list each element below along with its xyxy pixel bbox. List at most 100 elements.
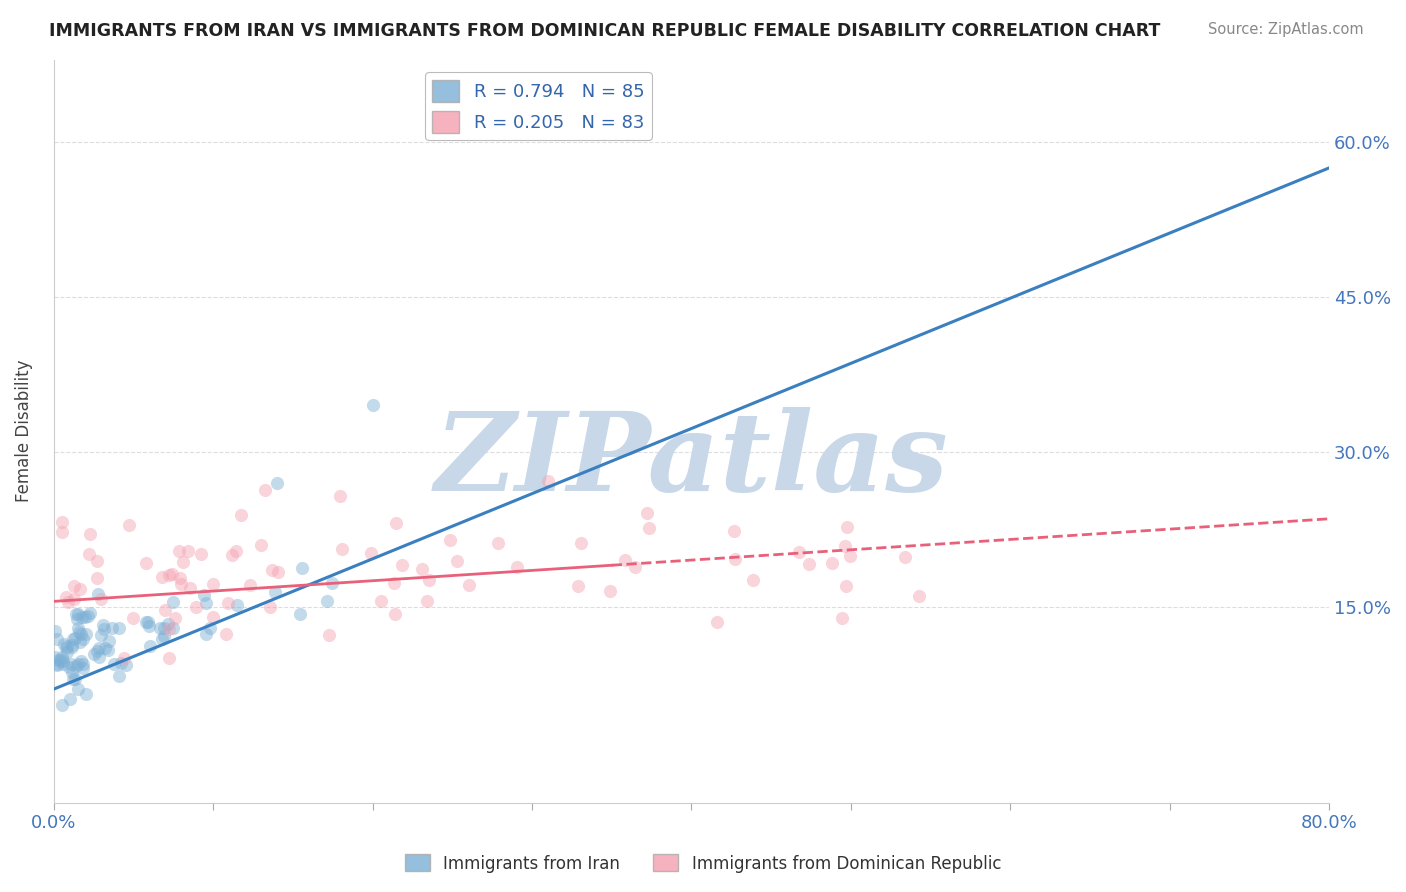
Point <box>789 545 811 559</box>
Point <box>835 579 858 593</box>
Point <box>122 610 145 624</box>
Point <box>55 641 77 656</box>
Point <box>75 687 97 701</box>
Point <box>613 553 636 567</box>
Point <box>907 589 929 603</box>
Point <box>135 615 157 629</box>
Point <box>45 632 67 647</box>
Point <box>201 577 224 591</box>
Point <box>264 584 287 599</box>
Point <box>107 668 129 682</box>
Point <box>837 520 859 534</box>
Point <box>60 657 83 671</box>
Point <box>94 640 117 655</box>
Point <box>63 632 86 646</box>
Point <box>63 579 86 593</box>
Point <box>290 607 312 621</box>
Point <box>170 577 193 591</box>
Legend: Immigrants from Iran, Immigrants from Dominican Republic: Immigrants from Iran, Immigrants from Do… <box>398 847 1008 880</box>
Point <box>229 508 252 522</box>
Point <box>225 543 247 558</box>
Point <box>177 544 200 558</box>
Point <box>267 565 290 579</box>
Point <box>415 593 437 607</box>
Point <box>72 632 94 646</box>
Point <box>637 521 659 535</box>
Point <box>45 657 67 671</box>
Point <box>87 587 110 601</box>
Point <box>360 546 382 560</box>
Point <box>72 661 94 675</box>
Point <box>623 560 645 574</box>
Point <box>56 595 79 609</box>
Point <box>159 651 181 665</box>
Point <box>51 698 73 712</box>
Point <box>66 607 89 621</box>
Point <box>86 644 108 658</box>
Text: IMMIGRANTS FROM IRAN VS IMMIGRANTS FROM DOMINICAN REPUBLIC FEMALE DISABILITY COR: IMMIGRANTS FROM IRAN VS IMMIGRANTS FROM … <box>49 22 1160 40</box>
Point <box>439 533 461 547</box>
Point <box>62 672 84 686</box>
Point <box>90 591 112 606</box>
Point <box>150 570 173 584</box>
Point <box>569 535 592 549</box>
Point <box>58 660 80 674</box>
Point <box>51 649 73 664</box>
Point <box>505 559 527 574</box>
Point <box>321 576 343 591</box>
Point <box>90 628 112 642</box>
Point <box>567 578 589 592</box>
Point <box>83 647 105 661</box>
Point <box>70 627 93 641</box>
Point <box>98 634 121 648</box>
Point <box>742 573 765 587</box>
Point <box>63 673 86 687</box>
Point <box>48 652 70 666</box>
Point <box>153 621 176 635</box>
Point <box>51 516 73 530</box>
Point <box>162 621 184 635</box>
Point <box>79 526 101 541</box>
Point <box>55 590 77 604</box>
Point <box>153 603 176 617</box>
Point <box>172 555 194 569</box>
Point <box>411 562 433 576</box>
Point <box>60 640 83 654</box>
Point <box>291 561 314 575</box>
Point <box>103 657 125 671</box>
Point <box>66 657 89 672</box>
Point <box>839 549 862 563</box>
Point <box>67 621 90 635</box>
Point <box>391 558 413 572</box>
Point <box>330 541 353 556</box>
Point <box>60 638 83 652</box>
Point <box>63 591 86 606</box>
Point <box>446 554 468 568</box>
Point <box>201 610 224 624</box>
Point <box>60 665 83 680</box>
Point <box>599 584 621 599</box>
Point <box>165 610 187 624</box>
Point <box>157 568 180 582</box>
Point <box>153 628 176 642</box>
Point <box>157 617 180 632</box>
Point <box>370 594 392 608</box>
Point <box>239 578 262 592</box>
Point <box>797 558 820 572</box>
Point <box>69 635 91 649</box>
Point <box>59 692 82 706</box>
Point <box>52 654 75 668</box>
Point <box>70 610 93 624</box>
Point <box>361 398 384 412</box>
Point <box>89 640 111 655</box>
Point <box>215 627 238 641</box>
Point <box>52 657 75 672</box>
Point <box>86 554 108 568</box>
Point <box>66 612 89 626</box>
Point <box>86 571 108 585</box>
Point <box>149 621 172 635</box>
Point <box>190 547 212 561</box>
Point <box>834 539 856 553</box>
Point <box>51 525 73 540</box>
Point <box>65 607 87 621</box>
